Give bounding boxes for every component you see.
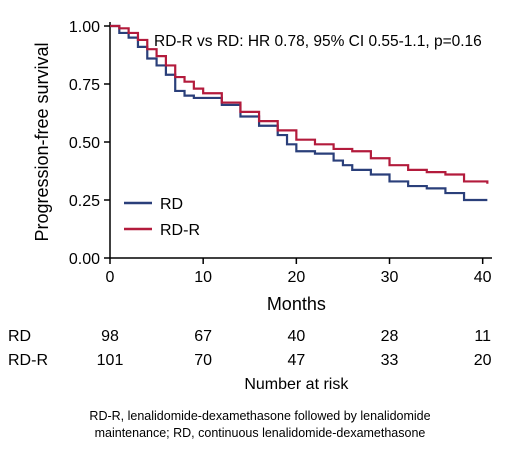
legend-label: RD: [160, 196, 183, 213]
risk-count: 101: [97, 352, 124, 369]
footnote: RD-R, lenalidomide-dexamethasone followe…: [0, 408, 520, 442]
risk-count: 47: [287, 352, 305, 369]
y-axis-label: Progression-free survival: [32, 42, 52, 241]
footnote-line-1: RD-R, lenalidomide-dexamethasone followe…: [89, 409, 431, 423]
risk-count: 33: [381, 352, 399, 369]
risk-count: 67: [194, 328, 212, 345]
y-tick-label: 0.25: [69, 193, 100, 210]
risk-count: 28: [381, 328, 399, 345]
x-tick-label: 40: [474, 269, 492, 286]
x-axis-label: Months: [267, 294, 326, 314]
series-line-rd-r: [110, 24, 489, 184]
risk-count: 70: [194, 352, 212, 369]
hr-annotation: RD-R vs RD: HR 0.78, 95% CI 0.55-1.1, p=…: [154, 33, 482, 50]
footnote-line-2: maintenance; RD, continuous lenalidomide…: [94, 426, 426, 440]
risk-count: 11: [474, 328, 491, 345]
y-tick-label: 0.75: [69, 77, 100, 94]
risk-count: 98: [101, 328, 119, 345]
y-tick-label: 1.00: [69, 19, 100, 36]
legend-label: RD-R: [160, 222, 200, 239]
x-tick-label: 30: [381, 269, 399, 286]
risk-table-title: Number at risk: [244, 376, 349, 393]
y-tick-label: 0.00: [69, 251, 100, 268]
risk-count: 40: [287, 328, 305, 345]
x-tick-label: 10: [194, 269, 212, 286]
x-tick-label: 20: [287, 269, 305, 286]
risk-row-label: RD-R: [8, 352, 48, 369]
x-tick-label: 0: [106, 269, 115, 286]
series-line-rd: [110, 24, 488, 202]
km-chart: 0.00 0.25 0.50 0.75 1.00 0 10 20 30 40 Months Progr…: [8, 19, 492, 393]
y-tick-label: 0.50: [69, 135, 100, 152]
risk-row-label: RD: [8, 328, 31, 345]
risk-count: 20: [474, 352, 492, 369]
